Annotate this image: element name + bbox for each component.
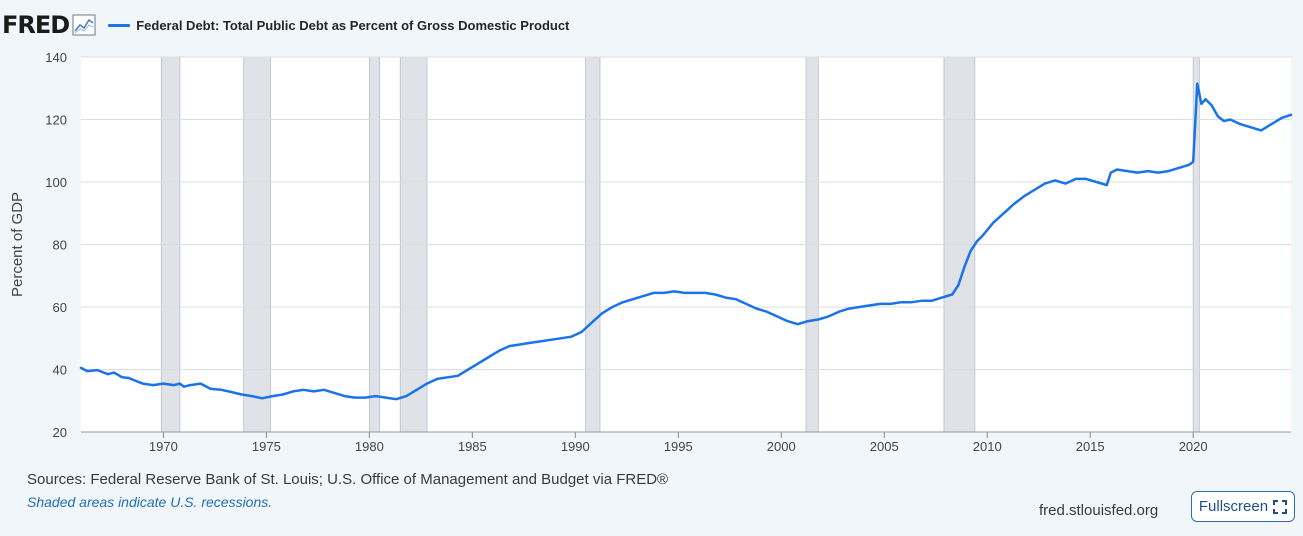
line-chart-icon: [72, 14, 96, 36]
legend-series-label: Federal Debt: Total Public Debt as Perce…: [136, 17, 570, 33]
x-tick-label: 2010: [973, 439, 1002, 454]
y-tick-label: 120: [45, 113, 67, 128]
x-tick-label: 1985: [458, 439, 487, 454]
legend-line-swatch: [108, 23, 131, 27]
source-domain[interactable]: fred.stlouisfed.org: [1039, 502, 1159, 519]
y-tick-label: 60: [53, 300, 67, 315]
x-tick-label: 1990: [561, 439, 590, 454]
x-tick-label: 2000: [767, 439, 796, 454]
y-tick-label: 80: [53, 238, 67, 253]
x-tick-label: 1970: [149, 439, 178, 454]
y-tick-label: 140: [45, 50, 67, 65]
fullscreen-button[interactable]: Fullscreen: [1191, 491, 1295, 522]
chart-legend: Federal Debt: Total Public Debt as Perce…: [108, 18, 569, 33]
x-tick-label: 1995: [664, 439, 693, 454]
x-tick-label: 2020: [1179, 439, 1208, 454]
fred-logo[interactable]: FRED: [2, 11, 70, 39]
recession-note: Shaded areas indicate U.S. recessions.: [27, 494, 273, 510]
line-chart: 20 40 60 80 100 120 140 1970 1975 1980 1985 1990 199…: [9, 50, 1293, 454]
series-line: [79, 82, 1293, 401]
y-tick-label: 100: [45, 175, 67, 190]
y-axis-label: Percent of GDP: [9, 192, 26, 297]
x-tick-label: 1980: [355, 439, 384, 454]
fullscreen-label: Fullscreen: [1198, 498, 1269, 515]
x-tick-label: 1975: [252, 439, 281, 454]
expand-icon: [1273, 499, 1288, 514]
sources-text: Sources: Federal Reserve Bank of St. Lou…: [27, 471, 669, 488]
x-tick-label: 2005: [870, 439, 899, 454]
y-tick-label: 20: [53, 425, 67, 440]
x-tick-label: 2015: [1076, 439, 1105, 454]
y-tick-label: 40: [53, 363, 67, 378]
chart-header: FRED Federal Debt: Total Public Debt as …: [0, 8, 569, 42]
